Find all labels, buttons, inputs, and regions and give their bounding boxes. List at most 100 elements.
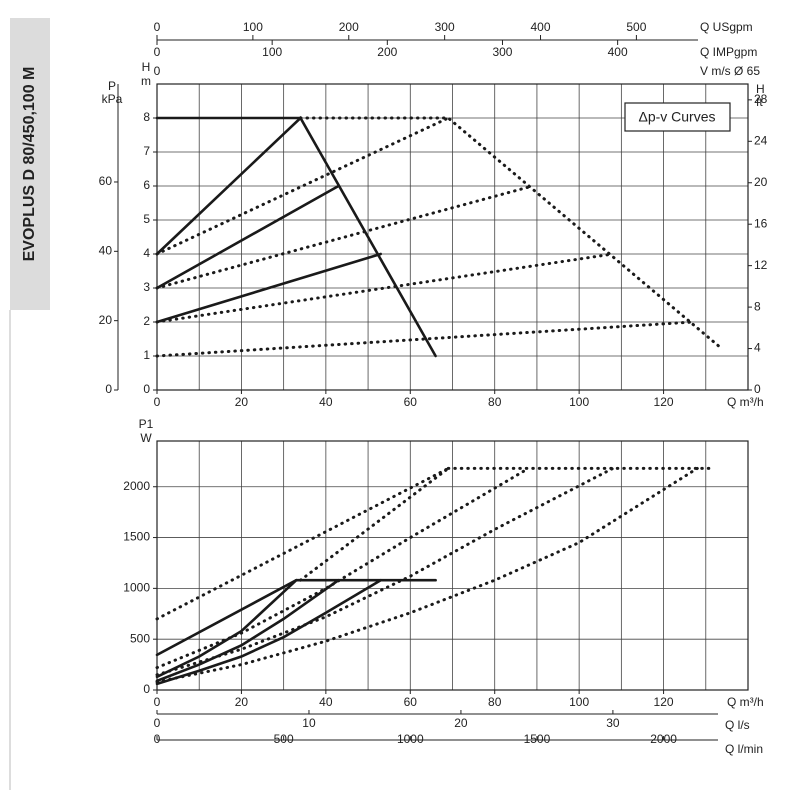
plot-frame	[156, 440, 749, 691]
bottom-tick-label: 30	[606, 716, 620, 730]
dotted-curve	[299, 466, 450, 582]
solid-curve	[155, 578, 298, 657]
bottom-tick-label: 0	[154, 716, 161, 730]
solid-curve	[155, 252, 382, 324]
y-tick-label: 0	[143, 382, 150, 396]
dotted-curve	[155, 466, 450, 621]
y-tick-label: 1000	[123, 581, 150, 595]
bottom-tick-label: 10	[302, 716, 316, 730]
right-tick-label: 28	[754, 92, 768, 106]
top-tick-label: 100	[262, 45, 282, 59]
top-axis-label: V m/s Ø 65	[700, 64, 760, 78]
title-band	[10, 18, 50, 310]
left-axis-label: kPa	[102, 92, 123, 106]
top-tick-label: 0	[154, 64, 161, 78]
x-tick-label: 80	[488, 695, 502, 709]
x-tick-label: 120	[654, 695, 674, 709]
y-tick-label: 3	[143, 280, 150, 294]
x-tick-label: 20	[235, 695, 249, 709]
top-tick-label: 0	[154, 45, 161, 59]
bottom-axis-label: Q l/min	[725, 742, 763, 756]
x-tick-label: 20	[235, 395, 249, 409]
top-tick-label: 200	[339, 20, 359, 34]
solid-curve	[155, 184, 340, 290]
bottom-tick-label: 1500	[524, 732, 551, 746]
top-axis-label: Q IMPgpm	[700, 45, 757, 59]
dotted-curve	[155, 184, 535, 290]
x-axis-label: Q m³/h	[727, 695, 764, 709]
solid-curve	[155, 115, 437, 358]
top-tick-label: 400	[531, 20, 551, 34]
top-tick-label: 400	[608, 45, 628, 59]
dotted-curve	[155, 116, 450, 256]
right-tick-label: 24	[754, 133, 768, 147]
y-tick-label: 5	[143, 212, 150, 226]
y-axis-label: P1	[139, 417, 154, 431]
top-tick-label: 0	[154, 20, 161, 34]
y-axis-label: m	[141, 74, 151, 88]
solid-curve	[155, 578, 340, 683]
right-tick-label: 20	[754, 175, 768, 189]
dotted-curve	[155, 320, 695, 358]
right-tick-label: 8	[754, 299, 761, 313]
x-tick-label: 60	[404, 695, 418, 709]
dotted-curve	[155, 466, 530, 670]
y-axis-label: H	[142, 60, 151, 74]
bottom-tick-label: 0	[154, 732, 161, 746]
left-tick-label: 20	[99, 313, 113, 327]
y-tick-label: 4	[143, 246, 150, 260]
y-tick-label: 1	[143, 348, 150, 362]
bottom-tick-label: 1000	[397, 732, 424, 746]
bottom-tick-label: 20	[454, 716, 468, 730]
top-tick-label: 500	[626, 20, 646, 34]
x-tick-label: 40	[319, 395, 333, 409]
top-axis-label: Q USgpm	[700, 20, 753, 34]
dotted-curve	[155, 252, 615, 324]
y-tick-label: 500	[130, 631, 150, 645]
bottom-tick-label: 500	[274, 732, 294, 746]
x-tick-label: 60	[404, 395, 418, 409]
top-tick-label: 300	[435, 20, 455, 34]
y-tick-label: 6	[143, 178, 150, 192]
right-axis-label: H	[756, 82, 765, 96]
left-tick-label: 0	[105, 382, 112, 396]
x-tick-label: 120	[654, 395, 674, 409]
x-tick-label: 0	[154, 395, 161, 409]
y-tick-label: 2000	[123, 479, 150, 493]
page-title: EVOPLUS D 80/450,100 M	[21, 67, 38, 262]
right-axis-label: ft	[756, 95, 763, 109]
top-tick-label: 100	[243, 20, 263, 34]
x-tick-label: 80	[488, 395, 502, 409]
left-axis-label: P	[108, 79, 116, 93]
bottom-tick-label: 2000	[650, 732, 677, 746]
dotted-curve	[155, 466, 699, 684]
y-axis-label: W	[140, 431, 152, 445]
right-tick-label: 12	[754, 258, 768, 272]
y-tick-label: 1500	[123, 530, 150, 544]
left-tick-label: 60	[99, 174, 113, 188]
dotted-curve	[155, 466, 615, 677]
y-tick-label: 2	[143, 314, 150, 328]
x-tick-label: 100	[569, 395, 589, 409]
left-tick-label: 40	[99, 243, 113, 257]
y-tick-label: 8	[143, 110, 150, 124]
dotted-curve	[299, 116, 720, 348]
x-tick-label: 40	[319, 695, 333, 709]
right-tick-label: 4	[754, 341, 761, 355]
y-tick-label: 7	[143, 144, 150, 158]
x-axis-label: Q m³/h	[727, 395, 764, 409]
top-tick-label: 300	[492, 45, 512, 59]
annotation: Δp-v Curves	[638, 109, 715, 125]
right-tick-label: 0	[754, 382, 761, 396]
solid-curve	[155, 578, 382, 686]
solid-curve	[155, 578, 298, 679]
y-tick-label: 0	[143, 682, 150, 696]
bottom-axis-label: Q l/s	[725, 718, 750, 732]
plot-frame	[156, 83, 749, 391]
top-tick-label: 200	[377, 45, 397, 59]
annotation-box	[624, 102, 731, 132]
x-tick-label: 0	[154, 695, 161, 709]
x-tick-label: 100	[569, 695, 589, 709]
right-tick-label: 16	[754, 216, 768, 230]
